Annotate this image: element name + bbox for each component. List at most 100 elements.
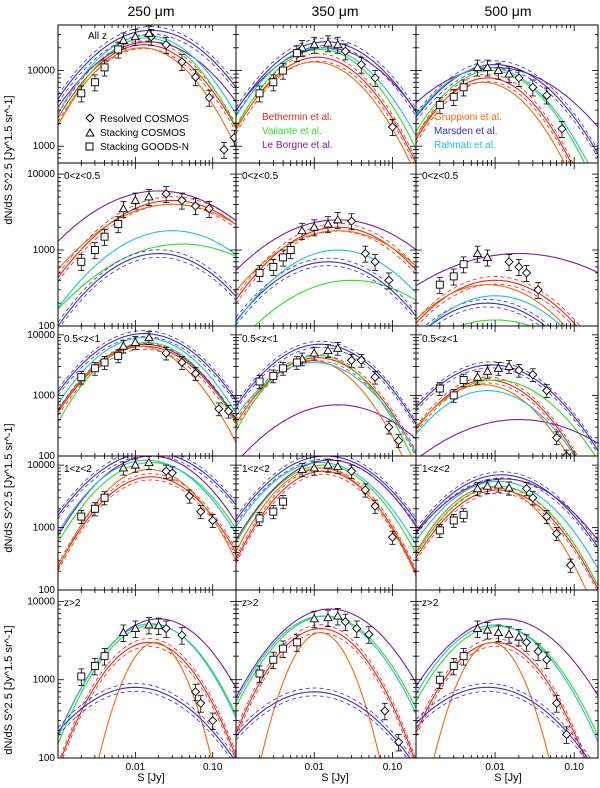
- square-point: [286, 246, 295, 254]
- square-point: [100, 358, 109, 367]
- square-point: [292, 358, 301, 367]
- square-point: [77, 373, 86, 382]
- data-points: [77, 331, 234, 419]
- diamond-point: [542, 511, 552, 522]
- diamond-point: [190, 687, 201, 697]
- diamond-point: [542, 385, 552, 396]
- diamond-point: [384, 422, 394, 432]
- panel-3-0: 100 1000 10000 1<z<2: [27, 455, 237, 596]
- legend: Resolved COSMOS Stacking COSMOS Stacking…: [85, 112, 502, 153]
- triangle-point: [493, 363, 504, 372]
- triangle-point: [309, 222, 320, 231]
- diamond-point: [177, 195, 187, 206]
- panel-3-1: 1<z<2: [235, 455, 417, 591]
- diamond-point: [352, 623, 362, 634]
- diamond-point: [177, 57, 187, 67]
- model-curve: [236, 464, 416, 554]
- data-points: [435, 620, 572, 744]
- model-curve-lower: [58, 479, 236, 571]
- square-point: [255, 268, 264, 277]
- triangle-point: [130, 623, 141, 633]
- panel-frame: [57, 162, 237, 327]
- diamond-point: [161, 348, 171, 358]
- triangle-point: [130, 337, 141, 346]
- model-curve: [416, 641, 586, 758]
- square-point: [100, 652, 109, 661]
- diamond-point: [565, 560, 576, 570]
- panel-1-1: 0<z<0.5: [235, 162, 417, 327]
- diamond-point: [514, 365, 524, 375]
- model-curve: [236, 230, 416, 291]
- model-curve: [428, 302, 547, 326]
- square-point: [77, 89, 86, 98]
- triangle-point: [118, 627, 129, 637]
- xlabel-col-2: S [Jy]: [494, 772, 522, 784]
- triangle-point: [332, 39, 343, 49]
- panel-frame: [235, 162, 417, 327]
- diamond-point: [196, 506, 206, 517]
- y-tick-label: 100: [38, 321, 55, 332]
- legend-symbols: Resolved COSMOS Stacking COSMOS Stacking…: [85, 113, 189, 153]
- triangle-point: [472, 248, 483, 257]
- y-tick-label: 100: [38, 753, 55, 764]
- diamond-point: [521, 268, 532, 278]
- panel-frame: [57, 325, 237, 457]
- model-curve: [416, 390, 576, 456]
- model-curve: [236, 219, 416, 271]
- model-curve-upper: [58, 196, 236, 275]
- triangle-point: [144, 620, 154, 629]
- triangle-point: [309, 348, 320, 357]
- model-curves: [236, 340, 416, 456]
- model-curve-upper: [236, 624, 416, 758]
- legend-model-rahmati: Rahmati et al.: [434, 140, 496, 151]
- diamond-point: [521, 637, 532, 648]
- square-point: [100, 63, 109, 72]
- diamond-point: [223, 406, 234, 416]
- diamond-point: [542, 655, 552, 665]
- panel-1-0: 100 1000 10000 0<z<0.5: [27, 162, 237, 332]
- model-curve: [416, 81, 565, 163]
- model-curve: [98, 641, 212, 758]
- diamond-point: [161, 466, 171, 476]
- model-curve: [236, 608, 416, 698]
- model-curve: [416, 478, 598, 541]
- triangle-point: [504, 483, 514, 492]
- xlabel-col-1: S [Jy]: [321, 772, 349, 784]
- model-curve: [58, 345, 236, 422]
- diamond-point: [504, 257, 514, 267]
- model-curve-lower: [236, 346, 416, 428]
- y-tick-label: 1000: [33, 245, 56, 256]
- model-curve: [58, 345, 236, 443]
- square-point: [90, 661, 99, 670]
- model-curve: [416, 474, 598, 548]
- diamond-point: [387, 122, 398, 132]
- x-tick-label: 0.01: [304, 762, 324, 773]
- square-point: [255, 514, 264, 523]
- y-tick-label: 1000: [33, 141, 56, 152]
- model-curves: [58, 330, 236, 443]
- x-tick-label: 0.10: [564, 762, 584, 773]
- col-title-500: 500 μm: [485, 3, 532, 19]
- model-curve: [416, 486, 587, 590]
- data-points: [435, 245, 543, 299]
- triangle-icon: [85, 127, 95, 137]
- triangle-point: [144, 192, 154, 201]
- triangle-point: [153, 620, 164, 630]
- triangle-point: [514, 632, 524, 641]
- triangle-point: [332, 461, 343, 470]
- z-label: 0.5<z<1: [64, 334, 101, 345]
- diamond-point: [370, 257, 380, 267]
- model-curve-upper: [236, 456, 416, 519]
- square-point: [292, 638, 301, 647]
- triangle-point: [144, 332, 154, 342]
- legend-item-stacking: Stacking COSMOS: [85, 127, 186, 139]
- y-tick-label: 10000: [27, 596, 55, 607]
- diamond-point: [552, 698, 562, 708]
- diamond-point: [190, 72, 201, 82]
- square-point: [77, 512, 86, 521]
- model-curve: [236, 628, 415, 758]
- square-point: [459, 652, 468, 661]
- triangle-point: [323, 219, 333, 228]
- triangle-point: [493, 65, 504, 75]
